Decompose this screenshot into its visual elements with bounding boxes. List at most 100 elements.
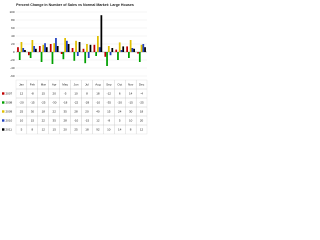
table-value: 22	[42, 118, 46, 122]
bar	[109, 52, 112, 56]
table-cell	[135, 124, 148, 135]
table-value: 92	[96, 127, 100, 131]
bar	[33, 46, 35, 52]
page: Percent Change in Number of Sales vs Nor…	[2, 2, 148, 135]
table-value: 15	[31, 118, 35, 122]
bar	[89, 44, 92, 52]
bar	[118, 42, 121, 52]
bar	[111, 48, 114, 52]
bar	[64, 38, 66, 52]
x-tick-label: Apr	[52, 82, 57, 86]
bar	[107, 46, 110, 52]
bar	[40, 52, 43, 62]
table-value: -5	[64, 91, 67, 95]
table-value: -4	[140, 91, 143, 95]
legend-swatch	[2, 110, 5, 113]
bar	[95, 52, 98, 56]
table-value: 12	[42, 127, 46, 131]
table-value: 15	[107, 109, 111, 113]
bar	[56, 46, 59, 52]
bar	[117, 52, 119, 60]
bar	[138, 52, 141, 62]
x-tick-label: Nov	[128, 82, 134, 86]
y-tick-label: 100	[9, 10, 14, 14]
bar	[71, 48, 74, 52]
bar	[53, 43, 56, 52]
y-tick-label: 40	[11, 34, 15, 38]
bar	[34, 48, 37, 52]
y-tick-label: -20	[10, 58, 15, 62]
bar	[87, 52, 90, 58]
table-value: -15	[128, 100, 133, 104]
bar	[76, 52, 79, 56]
table-value: 25	[20, 109, 24, 113]
bar	[126, 46, 129, 52]
table-value: 28	[74, 109, 78, 113]
y-tick-label: 20	[11, 42, 15, 46]
bar	[122, 46, 125, 52]
bar	[144, 47, 146, 52]
legend-label: 2007	[6, 91, 13, 95]
x-tick-label: Feb	[30, 82, 36, 86]
bar	[24, 50, 26, 52]
bar	[133, 48, 135, 52]
bar	[84, 52, 87, 64]
table-value: -28	[85, 100, 90, 104]
bar	[137, 52, 139, 54]
bar	[60, 52, 63, 54]
table-value: 12	[20, 91, 24, 95]
table-value: -15	[85, 118, 90, 122]
bar	[67, 44, 70, 52]
bar	[20, 42, 23, 52]
x-tick-label: Jul	[85, 82, 89, 86]
table-value: -10	[96, 100, 101, 104]
table-value: 30	[31, 109, 35, 113]
y-tick-label: 80	[11, 18, 15, 22]
table-value: -8	[107, 118, 110, 122]
bar	[140, 44, 143, 52]
table-value: 22	[53, 109, 57, 113]
bar	[28, 52, 30, 56]
table-value: 8	[130, 127, 132, 131]
bar	[62, 52, 65, 60]
legend-swatch	[2, 101, 5, 104]
table-value: -35	[107, 100, 112, 104]
x-tick-label: Oct	[117, 82, 122, 86]
bar	[106, 52, 108, 66]
bar	[131, 48, 134, 52]
table-value: 35	[63, 109, 67, 113]
table-value: 28	[63, 118, 67, 122]
bar	[93, 44, 96, 52]
table-value: 40	[96, 109, 100, 113]
bar	[129, 40, 132, 52]
bar	[44, 43, 46, 52]
table-value: 35	[53, 118, 57, 122]
bar	[22, 48, 25, 52]
table-value: 14	[118, 127, 122, 131]
bar	[45, 47, 48, 52]
table-value: -8	[31, 91, 34, 95]
legend-swatch	[2, 119, 5, 122]
x-tick-label: Jun	[74, 82, 79, 86]
bar	[104, 52, 107, 57]
bar	[128, 52, 130, 58]
bar	[42, 44, 45, 52]
bar	[73, 52, 76, 61]
table-value: -25	[41, 100, 46, 104]
table-value: 14	[129, 91, 133, 95]
table-value: 5	[119, 118, 121, 122]
x-tick-label: Jan	[19, 82, 24, 86]
table-value: -18	[63, 100, 68, 104]
legend-swatch	[2, 92, 5, 95]
table-value: 20	[140, 118, 144, 122]
table-value: 10	[107, 127, 111, 131]
table-value: -30	[52, 100, 57, 104]
table-value: 15	[53, 127, 57, 131]
bar	[86, 44, 88, 52]
bar	[38, 46, 41, 52]
bar	[55, 38, 57, 52]
bar	[120, 50, 123, 52]
bar	[75, 40, 77, 52]
table-value: 20	[53, 91, 57, 95]
bar	[115, 49, 118, 52]
